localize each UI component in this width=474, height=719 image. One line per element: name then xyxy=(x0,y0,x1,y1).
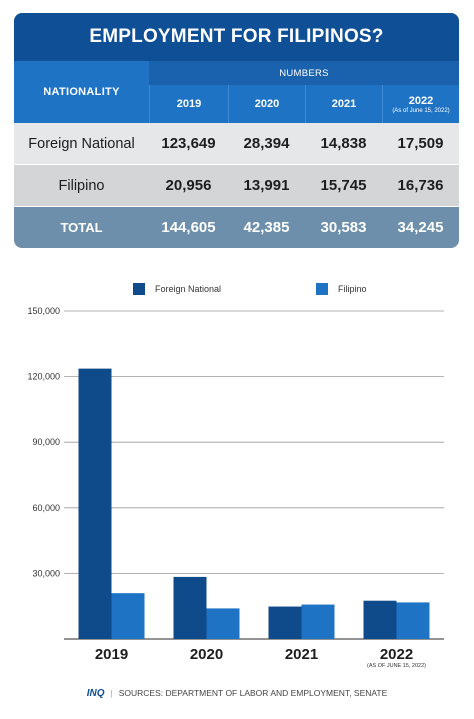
row-label: Foreign National xyxy=(28,135,135,152)
sources-text: SOURCES: DEPARTMENT OF LABOR AND EMPLOYM… xyxy=(118,688,388,698)
legend-swatch xyxy=(316,283,328,295)
table-row-foreign: Foreign National 123,649 28,394 14,838 1… xyxy=(14,123,459,164)
year-label: 2019 xyxy=(176,98,202,110)
x-tick-label: 2019 xyxy=(95,646,128,663)
y-tick-label: 30,000 xyxy=(32,568,60,578)
separator: | xyxy=(110,688,113,698)
y-tick-label: 90,000 xyxy=(32,437,60,447)
year-header-2021: 2021 xyxy=(305,85,382,123)
table-title: EMPLOYMENT FOR FILIPINOS? xyxy=(14,13,459,61)
year-label: 2022 xyxy=(408,94,434,107)
bar xyxy=(78,368,112,639)
year-note: (As of June 15, 2022) xyxy=(392,107,450,114)
bar xyxy=(173,576,207,639)
year-label: 2020 xyxy=(254,98,280,110)
table-cell: 30,583 xyxy=(320,219,367,236)
x-tick-label: 2021 xyxy=(285,646,318,663)
year-header-2020: 2020 xyxy=(228,85,305,123)
bar xyxy=(363,600,397,639)
table-cell: 42,385 xyxy=(243,219,290,236)
table-cell: 15,745 xyxy=(320,177,367,194)
x-tick-note: (AS OF JUNE 15, 2022) xyxy=(367,663,426,669)
x-tick-label: 2020 xyxy=(190,646,223,663)
bar xyxy=(111,593,145,639)
y-tick-label: 150,000 xyxy=(27,306,60,316)
bar xyxy=(268,606,302,639)
table-cell: 20,956 xyxy=(165,177,212,194)
row-label: Filipino xyxy=(58,177,105,194)
year-header-2022: 2022 (As of June 15, 2022) xyxy=(382,85,459,123)
row-label: TOTAL xyxy=(60,220,103,235)
nationality-header: NATIONALITY xyxy=(14,61,149,123)
footer: INQ | SOURCES: DEPARTMENT OF LABOR AND E… xyxy=(0,685,474,701)
legend-swatch xyxy=(133,283,145,295)
table-cell: 16,736 xyxy=(397,177,444,194)
y-tick-label: 120,000 xyxy=(27,372,60,382)
inq-logo: INQ xyxy=(86,687,105,699)
table-row-filipino: Filipino 20,956 13,991 15,745 16,736 xyxy=(14,165,459,206)
bar-chart: 30,000 60,000 90,000 120,000 150,000 2019 2020… xyxy=(27,306,444,669)
table-cell: 123,649 xyxy=(161,135,216,152)
table-cell: 28,394 xyxy=(243,135,290,152)
table-cell: 14,838 xyxy=(320,135,367,152)
bar xyxy=(301,604,335,639)
y-tick-label: 60,000 xyxy=(32,503,60,513)
x-tick-label: 2022 xyxy=(380,646,413,663)
legend-item-filipino: Filipino xyxy=(316,282,367,296)
year-header-2019: 2019 xyxy=(149,85,228,123)
table-cell: 144,605 xyxy=(161,219,216,236)
legend-label: Filipino xyxy=(338,284,367,294)
bar xyxy=(396,602,430,639)
table-row-total: TOTAL 144,605 42,385 30,583 34,245 xyxy=(14,207,459,248)
table-cell: 34,245 xyxy=(397,219,444,236)
table-cell: 17,509 xyxy=(397,135,444,152)
bar xyxy=(206,608,240,639)
legend-label: Foreign National xyxy=(155,284,222,294)
numbers-header: NUMBERS xyxy=(149,61,459,85)
legend-item-foreign: Foreign National xyxy=(133,282,221,296)
year-label: 2021 xyxy=(331,98,357,110)
table-cell: 13,991 xyxy=(243,177,290,194)
